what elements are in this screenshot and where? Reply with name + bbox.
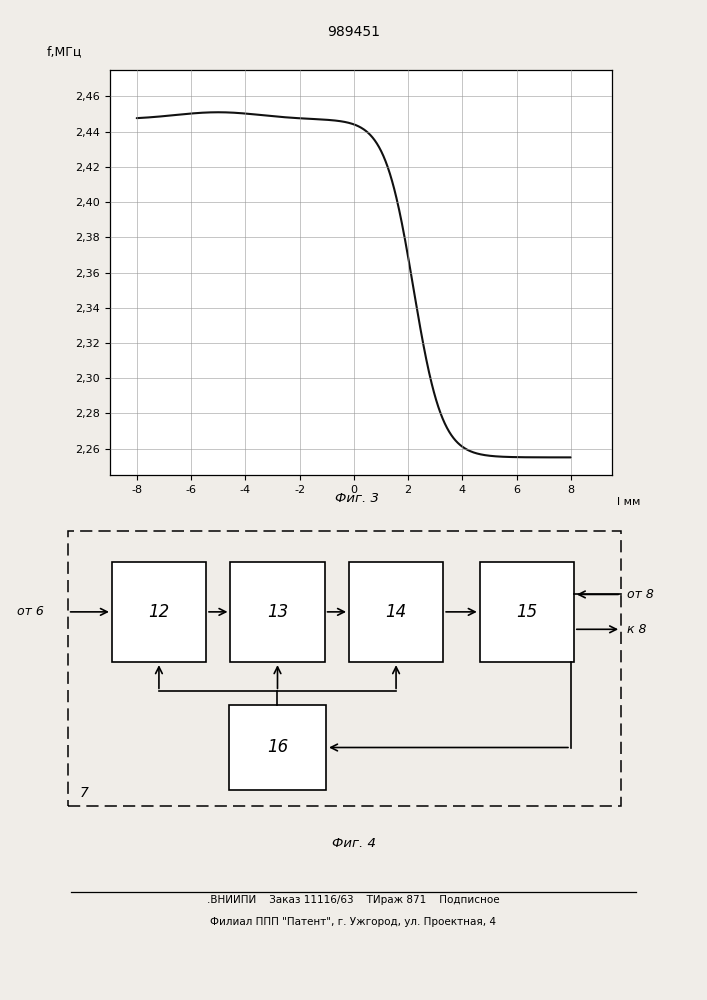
Text: l мм: l мм [617, 497, 640, 507]
Bar [68, 530, 621, 806]
Text: .ВНИИПИ    Заказ 11116/63    ТИраж 871    Подписное: .ВНИИПИ Заказ 11116/63 ТИраж 871 Подписн… [207, 895, 500, 905]
Bar [230, 562, 325, 662]
Text: 989451: 989451 [327, 25, 380, 39]
Bar [479, 562, 574, 662]
Bar [112, 562, 206, 662]
Text: 7: 7 [80, 786, 89, 800]
Text: от 8: от 8 [627, 588, 654, 601]
Text: к 8: к 8 [627, 623, 647, 636]
Text: 16: 16 [267, 738, 288, 756]
Text: Фиг. 4: Фиг. 4 [332, 837, 375, 850]
Text: f,МГц: f,МГц [47, 45, 82, 58]
Text: 13: 13 [267, 603, 288, 621]
Text: 14: 14 [385, 603, 407, 621]
Text: 12: 12 [148, 603, 170, 621]
Text: 15: 15 [516, 603, 537, 621]
Text: от 6: от 6 [16, 605, 43, 618]
Text: Фиг. 3: Фиг. 3 [335, 492, 379, 505]
Bar [349, 562, 443, 662]
Text: Филиал ППП "Патент", г. Ужгород, ул. Проектная, 4: Филиал ППП "Патент", г. Ужгород, ул. Про… [211, 917, 496, 927]
Bar [229, 705, 326, 790]
